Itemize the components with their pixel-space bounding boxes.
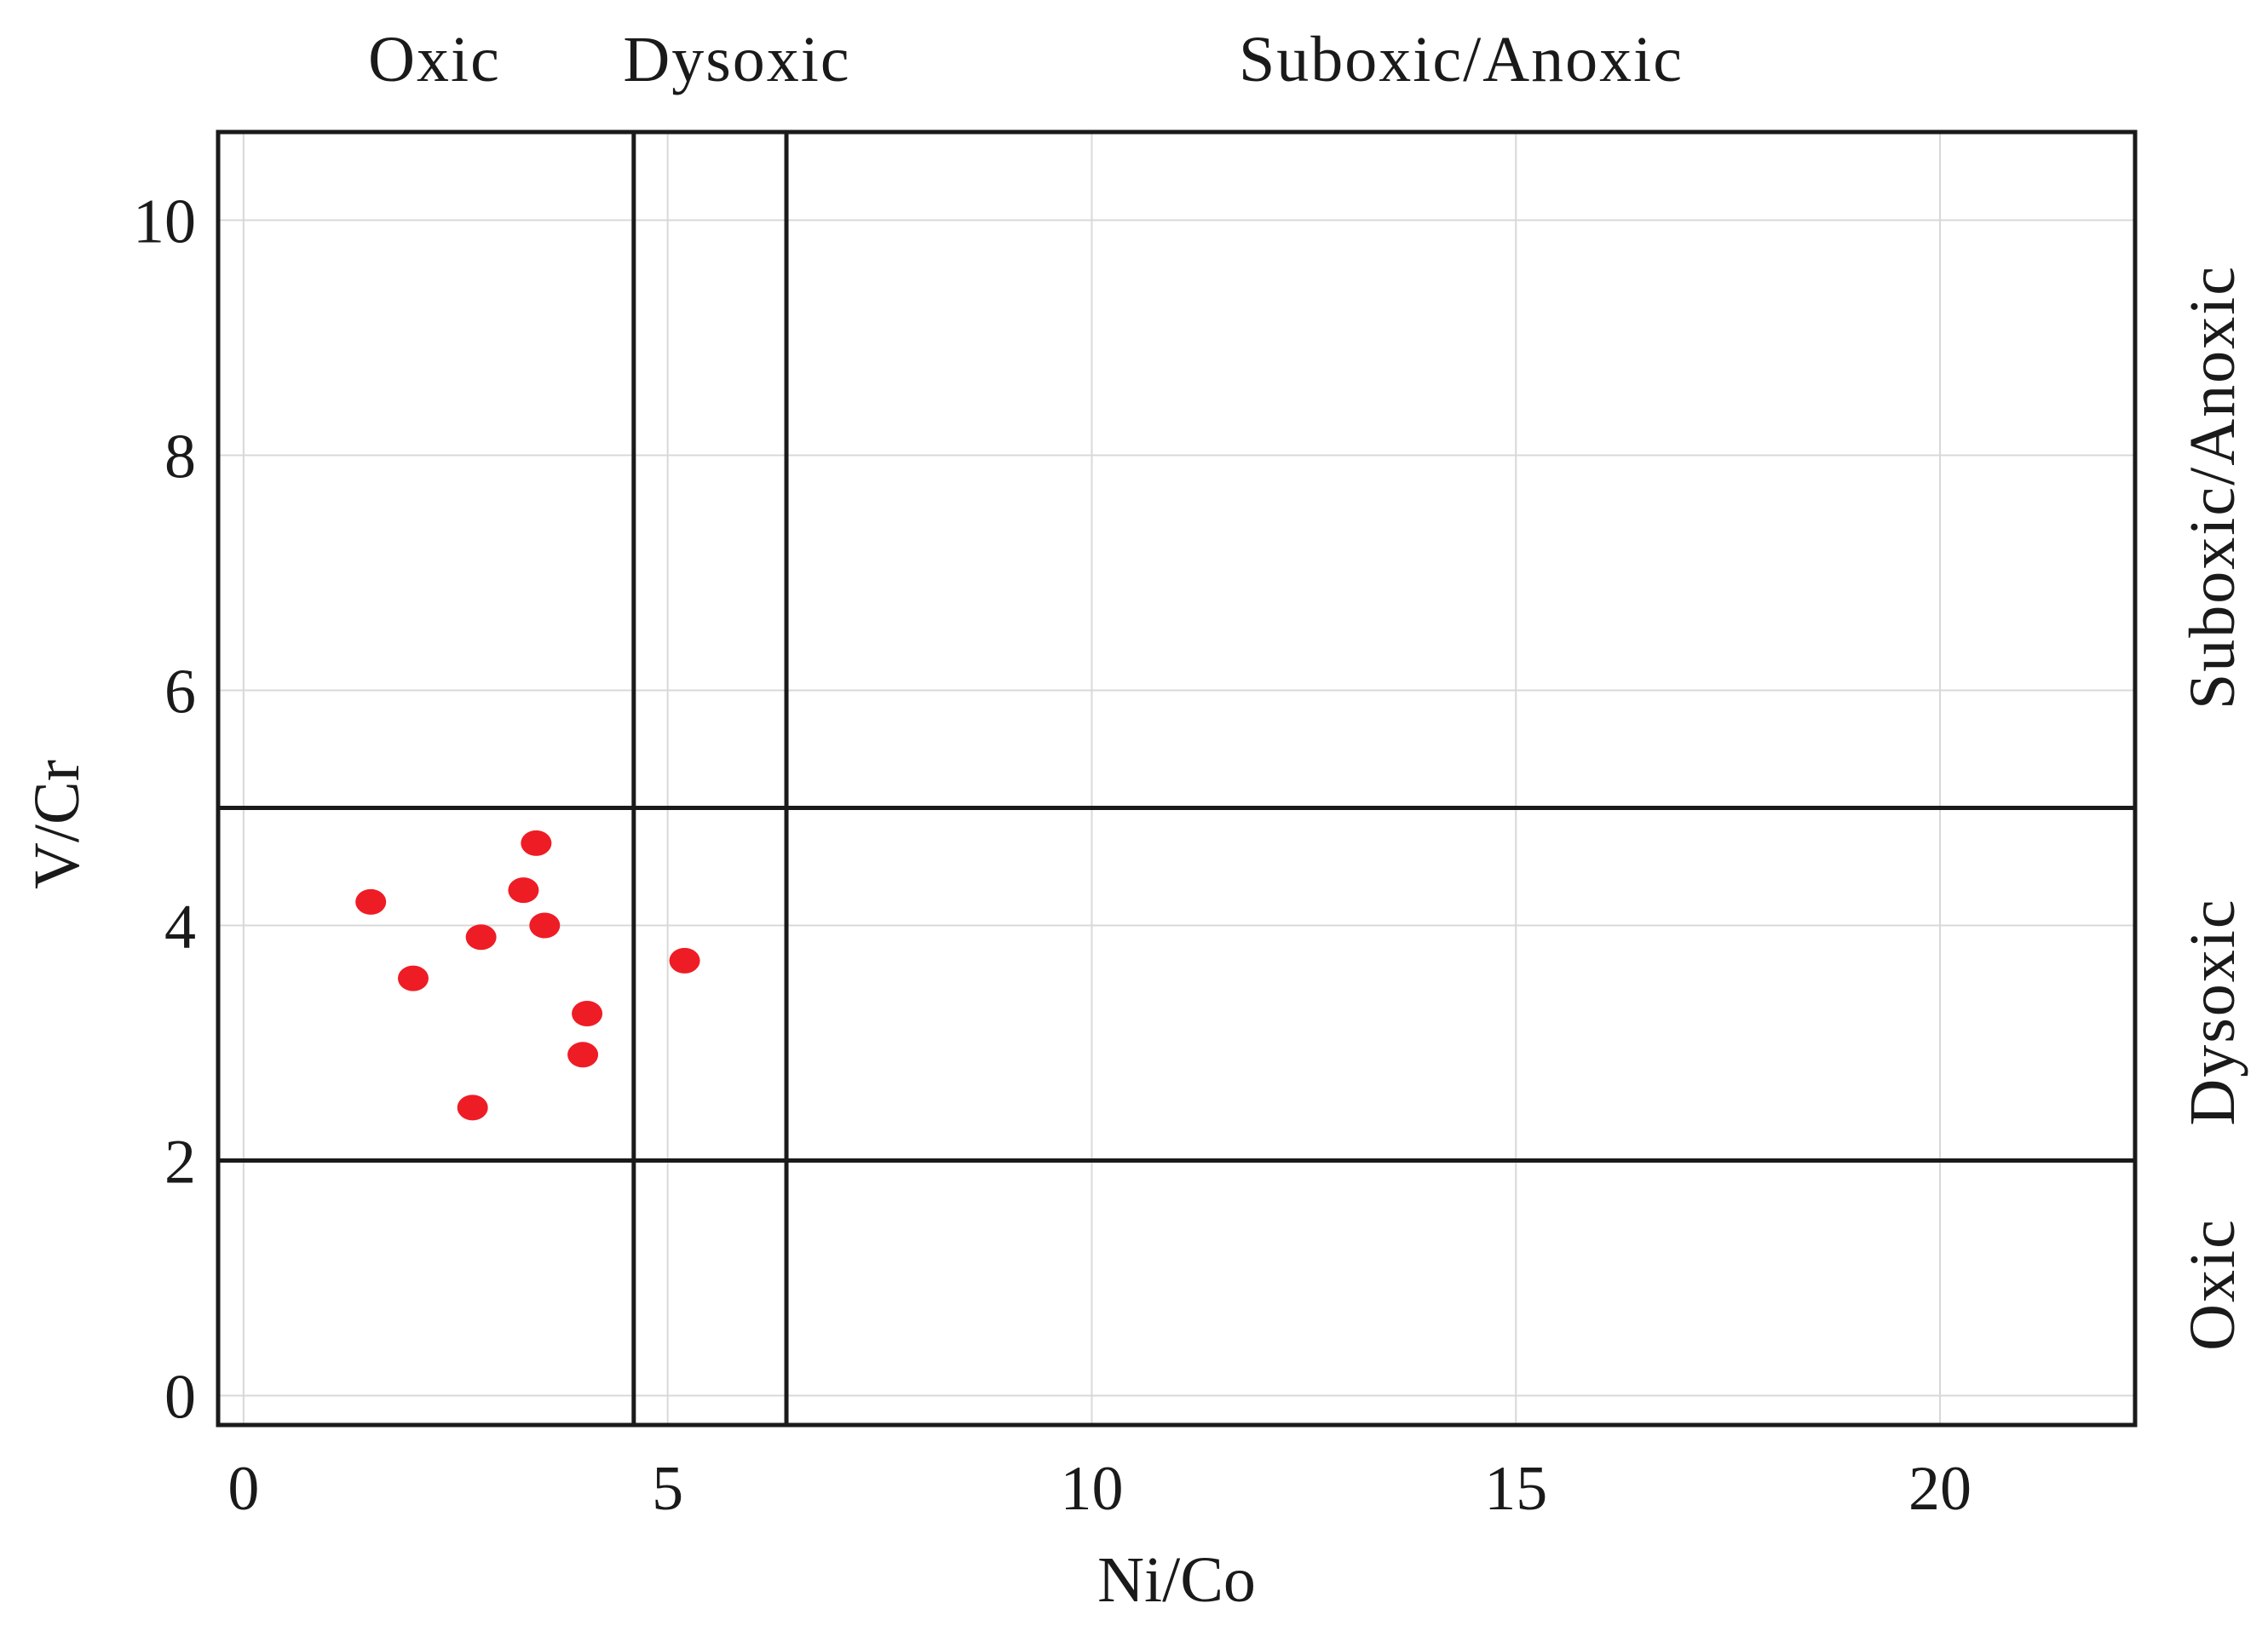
data-point bbox=[457, 1095, 488, 1121]
y-tick-label: 2 bbox=[164, 1128, 196, 1198]
data-points bbox=[355, 830, 700, 1121]
tick-labels: 0 5 10 15 20 0 2 4 6 8 10 bbox=[133, 187, 1972, 1525]
data-point bbox=[397, 965, 429, 991]
x-tick-label: 0 bbox=[227, 1454, 259, 1524]
y-tick-label: 10 bbox=[133, 187, 196, 257]
x-tick-label: 15 bbox=[1484, 1454, 1547, 1524]
y-tick-label: 4 bbox=[164, 893, 196, 962]
top-zone-label-suboxic-anoxic: Suboxic/Anoxic bbox=[1239, 24, 1684, 95]
data-point bbox=[567, 1042, 599, 1068]
x-tick-label: 10 bbox=[1060, 1454, 1123, 1524]
plot-frame bbox=[216, 129, 2138, 1428]
right-zone-label-dysoxic: Dysoxic bbox=[2177, 898, 2248, 1125]
data-point bbox=[465, 924, 497, 951]
data-point bbox=[355, 888, 387, 915]
x-axis-title: Ni/Co bbox=[1097, 1544, 1256, 1616]
x-tick-label: 20 bbox=[1908, 1454, 1972, 1524]
data-point bbox=[521, 830, 552, 856]
y-tick-label: 8 bbox=[164, 422, 196, 492]
y-tick-label: 6 bbox=[164, 658, 196, 727]
y-axis-title: V/Cr bbox=[21, 760, 93, 889]
grid-lines bbox=[218, 132, 2135, 1425]
data-point bbox=[529, 912, 561, 939]
data-point bbox=[669, 947, 700, 974]
data-point bbox=[572, 1001, 603, 1026]
right-zone-label-suboxic-anoxic: Suboxic/Anoxic bbox=[2177, 265, 2248, 710]
top-zone-label-dysoxic: Dysoxic bbox=[623, 24, 850, 95]
data-point bbox=[508, 877, 539, 904]
top-zone-label-oxic: Oxic bbox=[368, 24, 501, 95]
threshold-lines bbox=[218, 132, 2135, 1425]
x-tick-label: 5 bbox=[652, 1454, 683, 1524]
y-tick-label: 0 bbox=[164, 1363, 196, 1433]
right-zone-label-oxic: Oxic bbox=[2177, 1218, 2248, 1351]
